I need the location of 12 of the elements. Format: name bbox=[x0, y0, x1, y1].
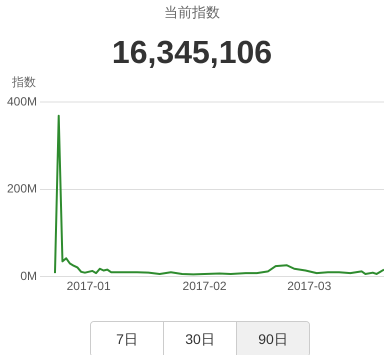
y-tick-label: 400M bbox=[6, 94, 38, 109]
y-tick-label: 0M bbox=[20, 268, 38, 283]
y-axis-title: 指数 bbox=[12, 74, 36, 91]
y-tick-label: 200M bbox=[6, 182, 38, 196]
x-tick-label: 2017-01 bbox=[66, 279, 111, 294]
x-tick-label: 2017-02 bbox=[182, 279, 227, 294]
text: 7日 bbox=[91, 322, 163, 355]
chart-subtitle: 16,345,106 bbox=[110, 34, 274, 71]
chart-title: 当前指数 bbox=[163, 4, 221, 22]
text: 30日 bbox=[163, 322, 236, 355]
text: 90日 bbox=[236, 322, 309, 355]
x-tick-label: 2017-03 bbox=[287, 279, 332, 294]
